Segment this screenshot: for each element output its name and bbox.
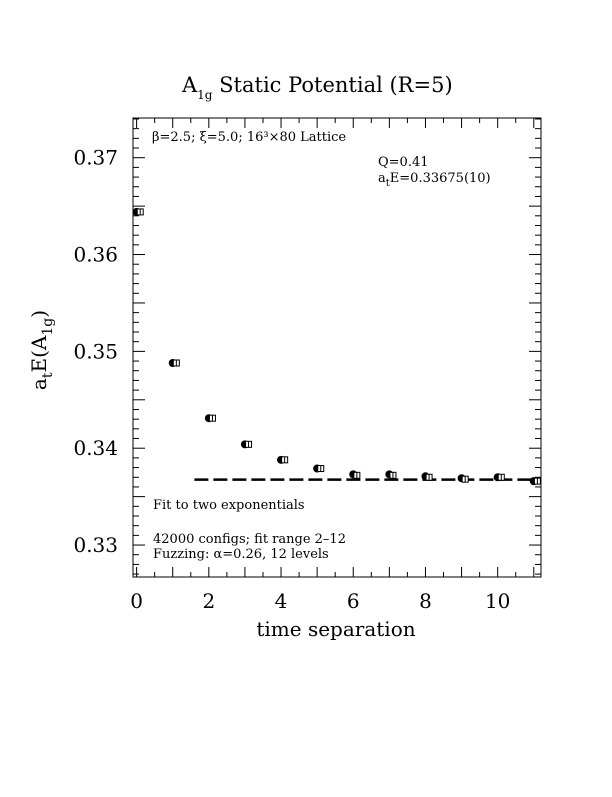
y-tick-label: 0.35 bbox=[73, 339, 118, 363]
y-label-close: ) bbox=[27, 310, 51, 318]
data-points bbox=[132, 207, 541, 486]
x-tick-label: 0 bbox=[130, 589, 143, 613]
energy-rest: E=0.33675(10) bbox=[390, 171, 491, 186]
y-tick-label: 0.37 bbox=[73, 146, 118, 170]
y-tick-label: 0.36 bbox=[73, 243, 118, 267]
x-tick-label: 6 bbox=[347, 589, 360, 613]
configs-annotation: 42000 configs; fit range 2–12 bbox=[153, 532, 346, 547]
tick-labels: 0 2 4 6 8 10 0.33 0.34 0.35 0.36 0.37 bbox=[73, 146, 510, 613]
fit-description: Fit to two exponentials bbox=[153, 498, 305, 513]
lattice-annotation: β=2.5; ξ=5.0; 16³×80 Lattice bbox=[152, 130, 346, 145]
y-label-t: t bbox=[40, 372, 56, 378]
y-label-e: E(A bbox=[27, 335, 51, 372]
plot-frame bbox=[132, 117, 542, 578]
q-value-annotation: Q=0.41 bbox=[378, 155, 429, 170]
energy-a: a bbox=[378, 171, 386, 186]
chart-title-subscript: 1g bbox=[197, 88, 213, 102]
plot-border bbox=[132, 117, 542, 578]
y-tick-label: 0.33 bbox=[73, 533, 118, 557]
energy-subscript: t bbox=[386, 178, 390, 189]
x-tick-label: 2 bbox=[202, 589, 215, 613]
x-tick-label: 4 bbox=[275, 589, 288, 613]
x-tick-label: 8 bbox=[419, 589, 432, 613]
y-label-sub: 1g bbox=[40, 318, 56, 336]
y-axis-label: atE(A1g) bbox=[27, 310, 56, 390]
y-label-a: a bbox=[27, 378, 51, 390]
axis-ticks bbox=[133, 118, 541, 577]
fuzzing-annotation: Fuzzing: α=0.26, 12 levels bbox=[153, 547, 329, 562]
x-axis-label: time separation bbox=[256, 617, 415, 641]
x-tick-label: 10 bbox=[485, 589, 510, 613]
chart-title-main: A bbox=[181, 73, 198, 97]
energy-annotation: atE=0.33675(10) bbox=[378, 171, 491, 189]
y-tick-label: 0.34 bbox=[73, 436, 118, 460]
chart-title-rest: Static Potential (R=5) bbox=[213, 73, 453, 97]
chart-title: A1g Static Potential (R=5) bbox=[181, 73, 453, 102]
